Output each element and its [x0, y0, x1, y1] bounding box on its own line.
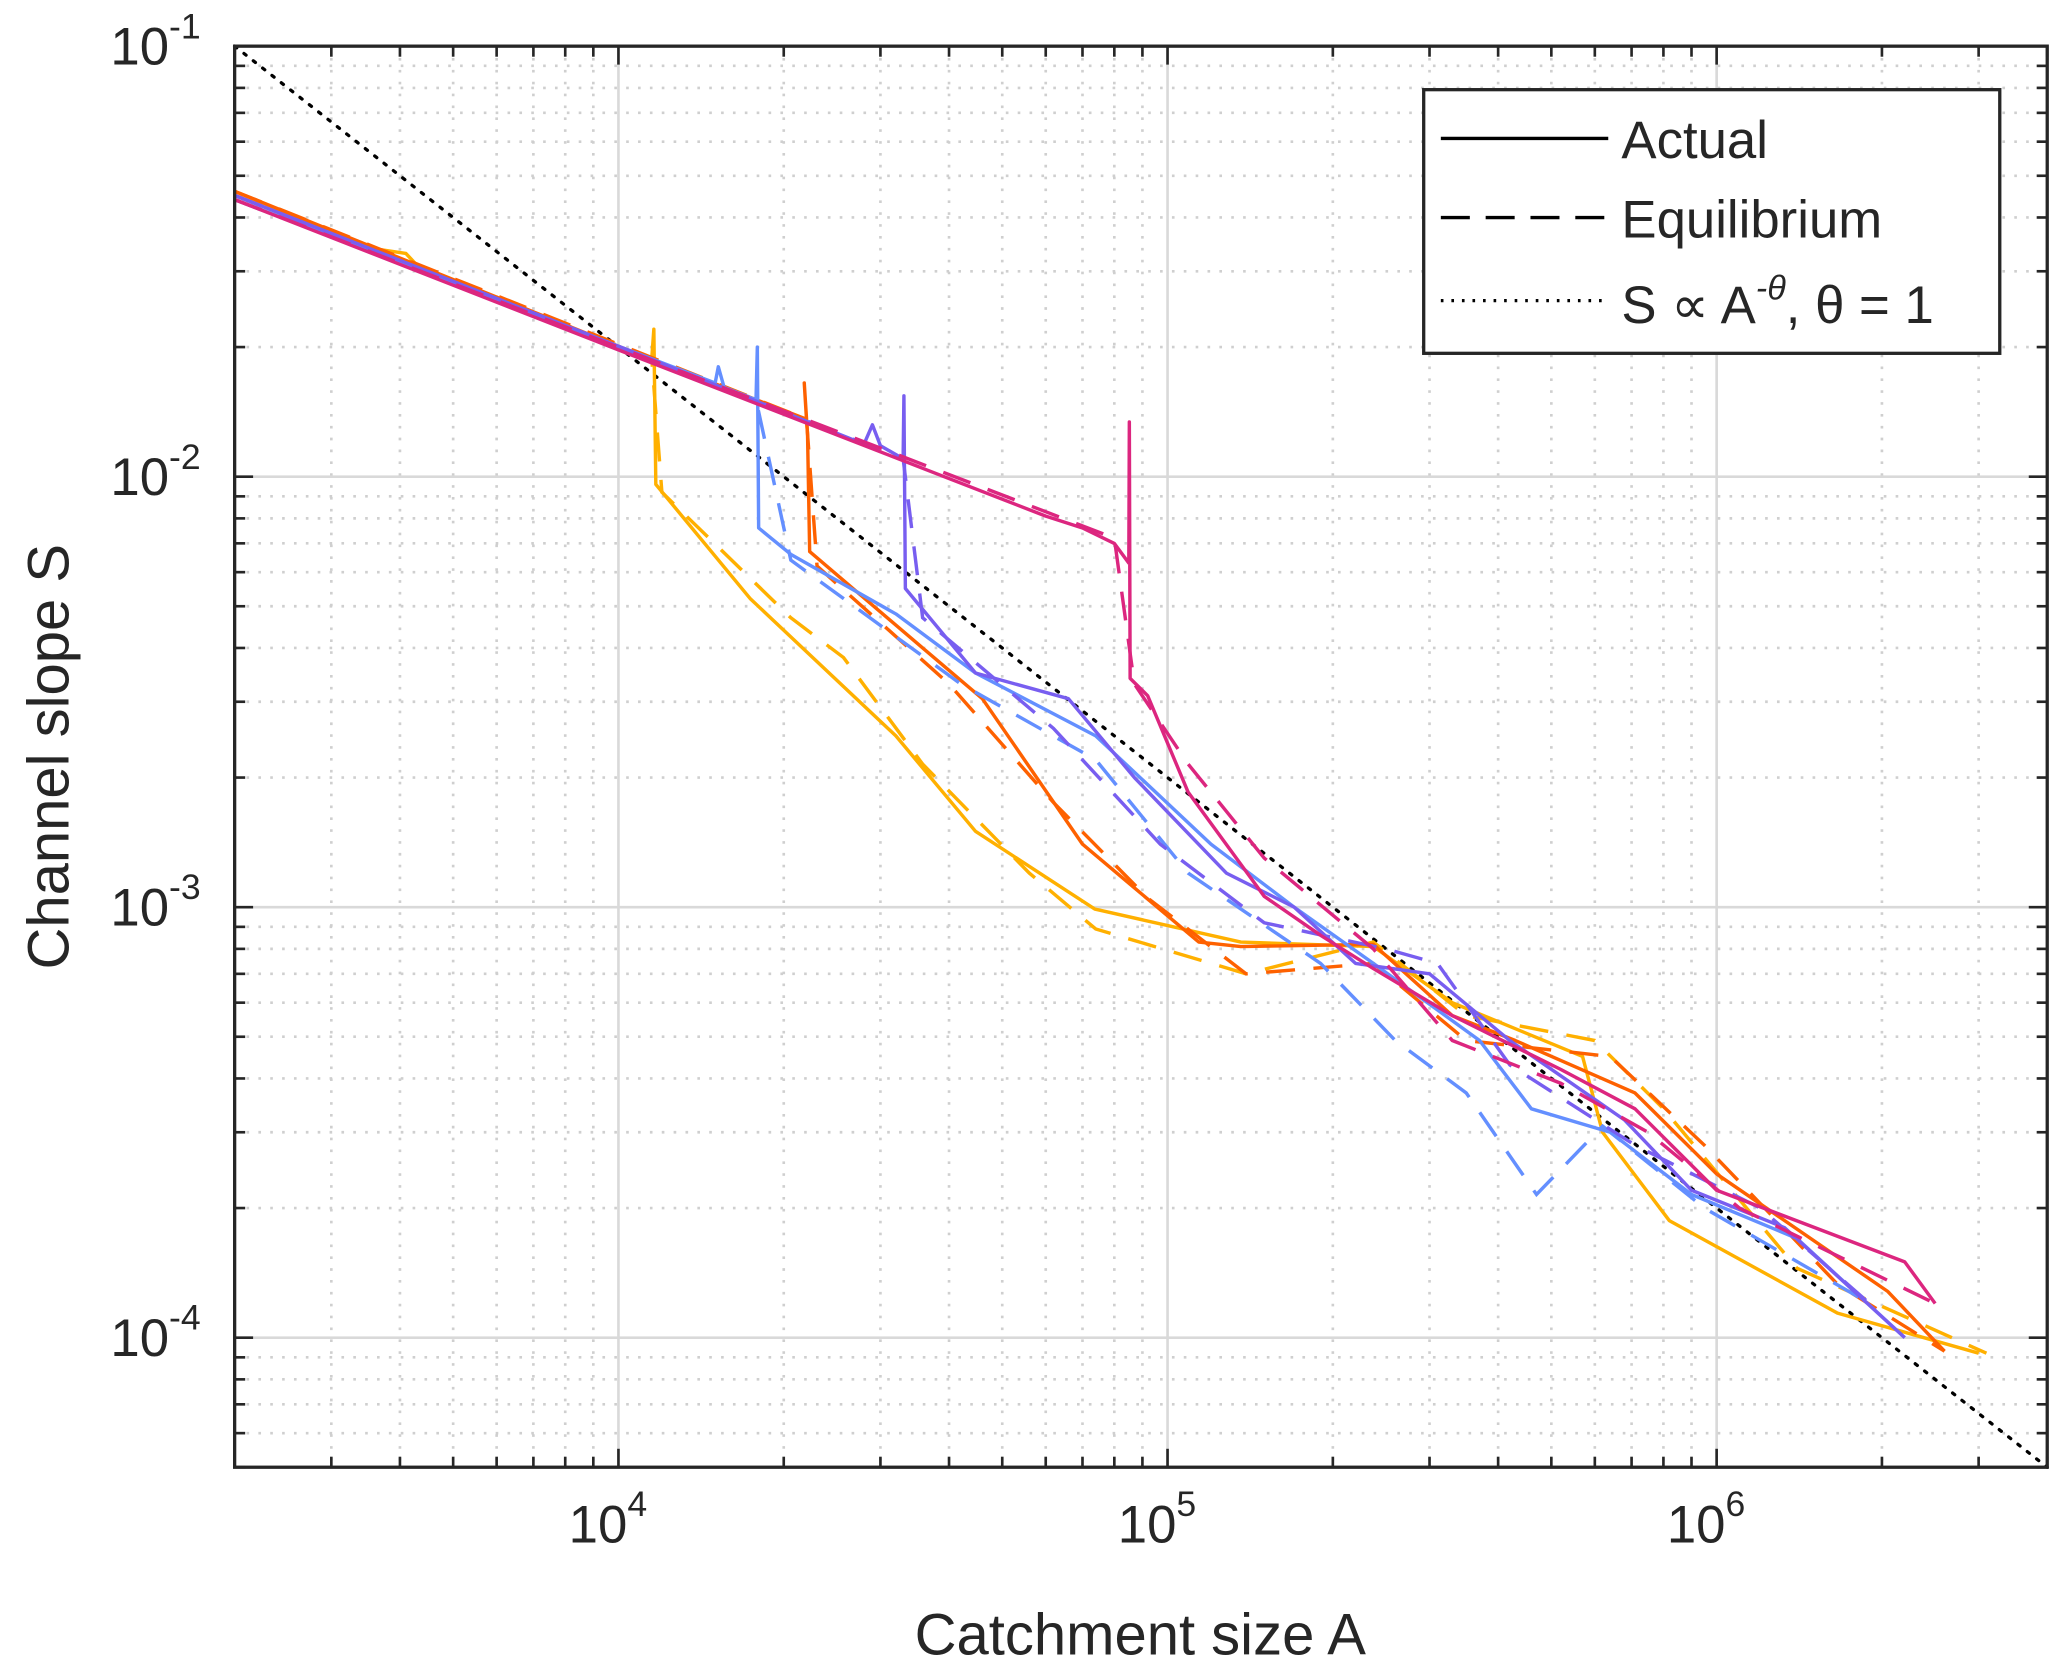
x-axis-label: Catchment size A: [915, 1602, 1367, 1665]
reference-line-group: [232, 44, 2049, 1469]
legend-label-actual: Actual: [1621, 111, 1768, 170]
catchment-5-equilibrium-line: [234, 198, 1936, 1306]
legend: Actual Equilibrium S ∝ A-θ, θ = 1: [1422, 88, 2002, 355]
legend-label-equilibrium: Equilibrium: [1621, 190, 1882, 249]
x-tick-label-exponent: 4: [627, 1484, 647, 1524]
y-tick-label-exponent: -1: [169, 6, 201, 46]
y-tick-label: 10-1: [110, 6, 200, 76]
x-tick-label-base: 10: [569, 1495, 628, 1554]
x-tick-label-exponent: 6: [1726, 1484, 1746, 1524]
y-tick-label-base: 10: [110, 18, 169, 77]
catchment-3-equilibrium-line: [234, 198, 1871, 1305]
x-tick-label-exponent: 5: [1176, 1484, 1196, 1524]
y-tick-label-base: 10: [110, 879, 169, 938]
x-tick-label: 104: [569, 1484, 647, 1554]
catchment-4-equilibrium-line: [234, 193, 1871, 1305]
ticks: [233, 44, 2049, 1469]
y-tick-labels: 10-110-210-310-4: [110, 6, 200, 1368]
x-tick-label-base: 10: [1667, 1495, 1726, 1554]
x-tick-labels: 104 105 106: [569, 1484, 1746, 1554]
y-tick-label-base: 10: [110, 448, 169, 507]
legend-box: [1422, 88, 2002, 355]
y-tick-label-base: 10: [110, 1309, 169, 1368]
y-tick-label-exponent: -4: [169, 1298, 201, 1338]
catchment-5-actual-line: [234, 198, 1937, 1305]
y-tick-label: 10-4: [110, 1298, 200, 1368]
series-group: [234, 189, 1988, 1355]
x-tick-label-base: 10: [1118, 1495, 1177, 1554]
catchment-2-equilibrium-line: [234, 189, 1946, 1353]
y-tick-label: 10-3: [110, 867, 200, 937]
y-tick-label-exponent: -3: [169, 867, 201, 907]
catchment-3-actual-line: [234, 198, 1906, 1339]
x-tick-label: 106: [1667, 1484, 1745, 1554]
reference-line-dotted: [232, 44, 2049, 1469]
y-tick-label-exponent: -2: [169, 437, 201, 477]
x-tick-label: 105: [1118, 1484, 1196, 1554]
catchment-1-equilibrium-line: [234, 193, 1988, 1355]
legend-label-reference: S ∝ A-θ, θ = 1: [1621, 269, 1933, 335]
axes-box: [232, 44, 2049, 1469]
catchment-2-actual-line: [234, 189, 1946, 1353]
y-tick-label: 10-2: [110, 437, 200, 507]
y-axis-label: Channel slope S: [17, 544, 82, 970]
